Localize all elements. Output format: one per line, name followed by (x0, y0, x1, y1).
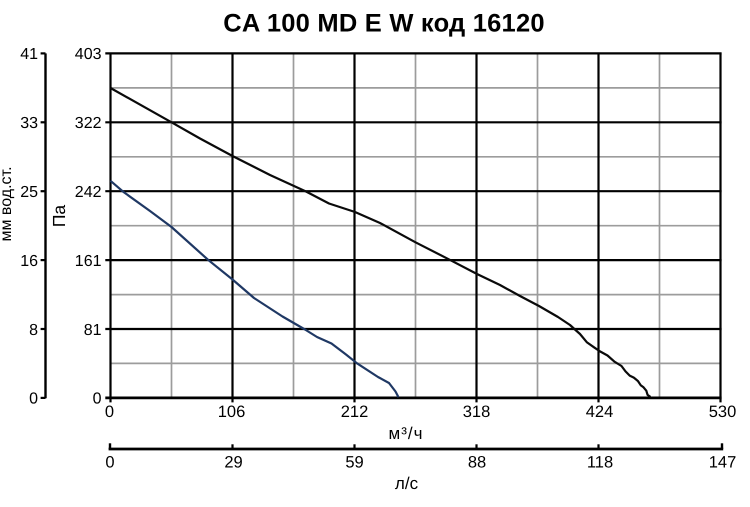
svg-text:106: 106 (218, 403, 246, 421)
svg-text:0: 0 (29, 391, 38, 408)
svg-text:м³/ч: м³/ч (389, 424, 424, 443)
svg-text:403: 403 (75, 46, 102, 63)
svg-text:л/с: л/с (395, 474, 419, 493)
svg-text:0: 0 (105, 403, 114, 421)
svg-text:161: 161 (75, 253, 102, 270)
svg-text:8: 8 (29, 322, 38, 339)
svg-text:29: 29 (224, 454, 242, 472)
svg-text:Па: Па (49, 205, 69, 228)
svg-text:322: 322 (75, 115, 102, 132)
svg-text:33: 33 (20, 115, 38, 132)
svg-text:мм вод.ст.: мм вод.ст. (0, 166, 15, 241)
svg-text:16: 16 (20, 253, 38, 270)
svg-text:318: 318 (463, 403, 491, 421)
svg-text:530: 530 (709, 403, 737, 421)
svg-text:0: 0 (93, 391, 102, 408)
svg-text:424: 424 (586, 403, 614, 421)
svg-text:118: 118 (587, 454, 613, 472)
svg-text:81: 81 (84, 322, 102, 339)
svg-text:212: 212 (341, 403, 369, 421)
svg-text:242: 242 (75, 184, 102, 201)
svg-text:59: 59 (345, 454, 363, 472)
svg-text:25: 25 (20, 184, 38, 201)
svg-text:147: 147 (709, 454, 737, 472)
svg-text:88: 88 (468, 454, 486, 472)
svg-text:41: 41 (20, 46, 38, 63)
svg-text:0: 0 (105, 454, 114, 472)
svg-text:CA 100 MD E W код 16120: CA 100 MD E W код 16120 (223, 10, 545, 38)
